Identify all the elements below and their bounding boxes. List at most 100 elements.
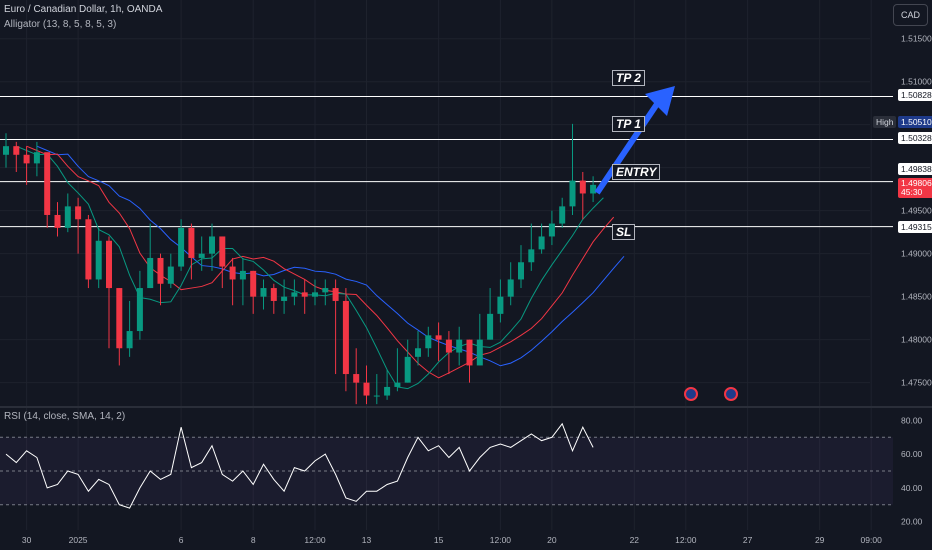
candle-body xyxy=(415,348,421,357)
price-axis-label: 1.47500 xyxy=(901,378,932,388)
candle xyxy=(260,279,267,310)
candle-body xyxy=(219,236,226,267)
candle xyxy=(312,279,318,306)
candle-body xyxy=(548,223,555,237)
candle xyxy=(198,236,205,271)
candle-body xyxy=(270,288,277,301)
candle xyxy=(445,331,452,375)
currency-button[interactable]: CAD xyxy=(893,4,928,26)
event-marker-icon xyxy=(724,387,738,401)
candle-body xyxy=(116,288,123,349)
candle-body xyxy=(3,146,9,155)
candle xyxy=(250,270,257,314)
sl-label: SL xyxy=(612,224,636,240)
price-axis-label: 1.49000 xyxy=(901,249,932,259)
time-axis-label: 29 xyxy=(815,535,825,545)
candle xyxy=(435,322,442,362)
candle xyxy=(518,245,524,289)
tp2-price-label: 1.50828 xyxy=(898,89,932,101)
candle xyxy=(291,279,298,306)
candle-body xyxy=(75,206,82,220)
time-axis-label: 6 xyxy=(179,535,184,545)
tp2-label: TP 2 xyxy=(612,70,645,86)
tp1-label: TP 1 xyxy=(612,116,645,132)
chart-title: Euro / Canadian Dollar, 1h, OANDA xyxy=(4,4,163,15)
candle-body xyxy=(85,219,92,280)
candle-body xyxy=(569,180,576,207)
bar-countdown: 45:30 xyxy=(901,187,923,197)
time-axis-label: 12:00 xyxy=(675,535,697,545)
candle xyxy=(548,210,555,246)
candle xyxy=(209,223,215,271)
candle xyxy=(239,257,246,306)
candle-body xyxy=(435,335,442,340)
time-axis-label: 20 xyxy=(547,535,557,545)
candle-body xyxy=(559,206,566,224)
candle-body xyxy=(13,146,20,155)
candle-body xyxy=(332,288,339,301)
candle xyxy=(219,236,226,289)
candle xyxy=(538,223,545,254)
candle-body xyxy=(456,339,463,353)
candle-body xyxy=(178,227,185,267)
candle-body xyxy=(507,279,514,297)
candle xyxy=(394,348,401,392)
candle-body xyxy=(106,240,112,289)
candle-body xyxy=(188,227,195,258)
candle xyxy=(456,326,463,366)
sl-price-label: 1.49315 xyxy=(898,221,932,233)
time-axis-label: 09:00 xyxy=(861,535,883,545)
time-axis-label: 27 xyxy=(743,535,753,545)
candle xyxy=(579,171,586,220)
candle xyxy=(126,300,133,357)
candle xyxy=(497,279,504,323)
candle xyxy=(136,270,143,340)
last-price-label: 1.49806 45:30 xyxy=(898,178,932,198)
candle-body xyxy=(394,382,401,387)
indicator-legend[interactable]: Alligator (13, 8, 5, 8, 5, 3) xyxy=(4,19,117,30)
candle-body xyxy=(157,257,164,284)
candle-body xyxy=(384,386,391,396)
candle xyxy=(590,176,597,203)
entry-label: ENTRY xyxy=(612,164,661,180)
candle xyxy=(332,279,339,375)
candle xyxy=(559,197,566,228)
candle xyxy=(301,279,308,314)
candle xyxy=(425,326,432,357)
candle xyxy=(64,193,71,233)
candle xyxy=(373,374,380,405)
candle xyxy=(476,313,483,366)
candle xyxy=(569,123,576,215)
candle xyxy=(322,279,329,306)
rsi-axis-label: 60.00 xyxy=(901,449,923,459)
candle xyxy=(44,152,51,228)
lips-line xyxy=(16,145,604,390)
event-marker-icon xyxy=(684,387,698,401)
candle xyxy=(13,141,20,172)
high-price-label: 1.50510 xyxy=(898,116,932,128)
rsi-axis-label: 20.00 xyxy=(901,517,923,527)
trend-arrow-head xyxy=(645,86,675,116)
candle xyxy=(106,236,112,349)
candle-body xyxy=(466,339,473,366)
candle-body xyxy=(209,236,215,254)
candle-body xyxy=(301,292,308,297)
candle xyxy=(188,223,195,280)
candle xyxy=(75,197,82,254)
rsi-legend[interactable]: RSI (14, close, SMA, 14, 2) xyxy=(4,411,126,422)
candle-body xyxy=(353,374,360,383)
candle xyxy=(147,223,154,289)
candle xyxy=(3,133,9,168)
candle xyxy=(363,365,370,405)
price-axis-label: 1.49500 xyxy=(901,206,932,216)
rsi-line xyxy=(5,422,594,509)
last-price: 1.49806 xyxy=(901,178,932,188)
candle-body xyxy=(126,331,133,349)
time-axis-label: 12:00 xyxy=(304,535,326,545)
candle-body xyxy=(250,270,257,297)
candle xyxy=(404,339,411,383)
candle-body xyxy=(373,395,380,397)
time-axis-label: 12:00 xyxy=(490,535,512,545)
candle-body xyxy=(528,249,535,263)
